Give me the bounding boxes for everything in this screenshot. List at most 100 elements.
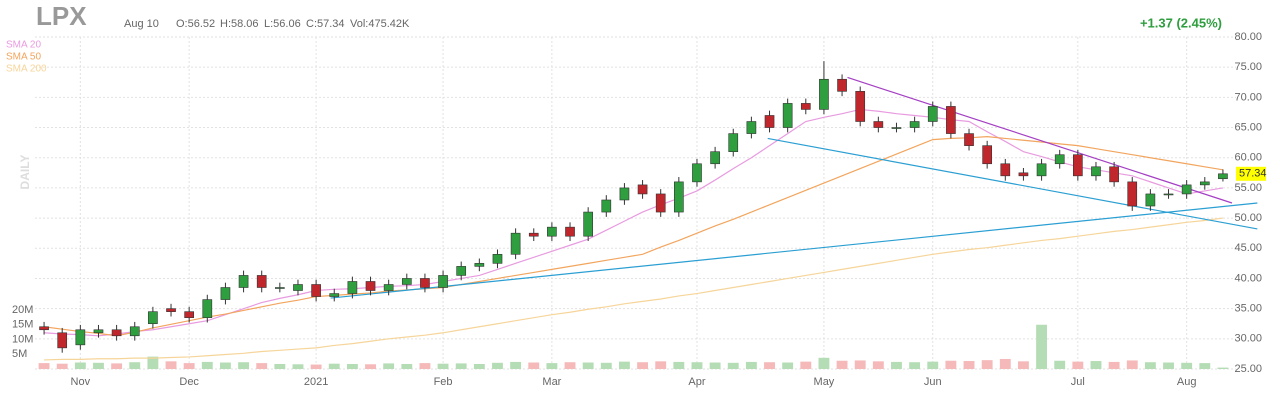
volume-bar: [147, 356, 159, 369]
candle-body: [1181, 184, 1192, 195]
volume-bar: [745, 361, 757, 369]
candle-body: [655, 193, 666, 213]
candle-body: [347, 281, 358, 294]
candle-body: [510, 232, 521, 255]
volume-bar: [256, 363, 268, 369]
y-tick-label: 40.00: [1234, 272, 1262, 284]
trendline: [767, 137, 1258, 230]
volume-bar: [93, 362, 104, 369]
candle-body: [583, 211, 593, 237]
volume-bar: [74, 362, 86, 369]
candle-body: [365, 281, 376, 291]
legend-entry: SMA 200: [6, 64, 47, 75]
candle-body: [565, 226, 575, 237]
volume-bar: [709, 362, 721, 369]
candle-body: [927, 106, 938, 122]
x-tick-label: Jun: [924, 376, 942, 388]
volume-bar: [365, 364, 376, 369]
volume-bar: [836, 360, 848, 369]
candle-body: [148, 311, 158, 325]
candle-body: [601, 199, 612, 213]
volume-bar: [1090, 361, 1102, 369]
y2-tick-label: 10M: [12, 333, 33, 345]
x-tick-label: Nov: [71, 376, 91, 388]
candle-body: [383, 284, 394, 291]
candle-body: [1145, 193, 1156, 207]
volume-bar: [546, 363, 558, 369]
volume-bar: [782, 362, 794, 369]
candle-body: [238, 275, 249, 288]
volume-bar: [564, 362, 576, 369]
volume-bar: [437, 363, 449, 369]
volume-bar: [872, 361, 884, 369]
candle-body: [311, 284, 321, 297]
volume-bar: [383, 363, 395, 369]
volume-bar: [818, 357, 830, 369]
candle-body: [800, 103, 811, 110]
x-tick-label: May: [814, 376, 835, 388]
volume-bar: [1126, 360, 1138, 369]
header-close: C:57.34: [306, 18, 345, 30]
x-tick-label: Jul: [1071, 376, 1085, 388]
volume-bar: [292, 364, 304, 369]
volume-bar: [800, 361, 812, 369]
sma-line: [43, 135, 1224, 337]
volume-bar: [927, 361, 939, 369]
candle-body: [57, 332, 68, 349]
volume-layer: [38, 324, 1229, 369]
candle-body: [438, 275, 448, 288]
y-tick-label: 25.00: [1234, 363, 1262, 375]
candle-body: [764, 115, 775, 128]
volume-bar: [1108, 361, 1120, 369]
volume-bar: [1163, 362, 1174, 369]
candle-body: [166, 308, 176, 312]
header-high: H:58.06: [220, 18, 259, 30]
volume-bar: [1199, 363, 1211, 369]
x-tick-label: Feb: [434, 376, 453, 388]
candle-body: [891, 127, 902, 129]
candle-body: [1109, 166, 1119, 183]
volume-bar: [219, 362, 231, 369]
candle-body: [1018, 172, 1029, 177]
volume-bar: [999, 358, 1011, 369]
sma-line: [44, 217, 1224, 361]
candle-body: [256, 275, 267, 288]
candle-body: [1199, 181, 1210, 186]
candle-body: [401, 278, 412, 285]
candle-body: [129, 326, 140, 337]
label-layer: 25.00 30.00 35.00 40.00 45.00 50.00 55.00 60.00…: [6, 31, 1267, 388]
volume-bar: [528, 362, 540, 369]
volume-bar: [310, 364, 322, 369]
volume-bar: [981, 360, 993, 369]
candle-body: [1163, 193, 1174, 196]
candle-body: [1000, 163, 1011, 177]
candle-body: [1036, 163, 1047, 177]
candle-body: [674, 181, 684, 213]
header-date: Aug 10: [124, 18, 159, 30]
volume-bar: [1072, 361, 1084, 369]
volume-bar: [945, 360, 957, 369]
volume-bar: [510, 361, 522, 369]
volume-bar: [909, 362, 921, 369]
candle-body: [220, 287, 231, 300]
volume-bar: [165, 361, 177, 369]
candle-body: [1127, 181, 1138, 207]
price-tag: [1236, 166, 1266, 181]
volume-bar: [274, 363, 286, 369]
volume-bar: [401, 363, 413, 369]
symbol: LPX: [36, 1, 87, 31]
candle-body: [547, 226, 557, 237]
volume-bar: [238, 362, 250, 369]
volume-bar: [56, 363, 68, 369]
volume-bar: [691, 362, 703, 369]
candle-body: [456, 266, 467, 276]
volume-bar: [1144, 362, 1156, 369]
candle-body: [782, 103, 793, 128]
header-low: L:56.06: [264, 18, 301, 30]
volume-bar: [655, 361, 667, 369]
sma-line: [44, 108, 1224, 337]
y-tick-label: 80.00: [1234, 31, 1262, 43]
candle-body: [202, 299, 213, 318]
volume-bar: [582, 362, 594, 369]
volume-bar: [1181, 362, 1193, 369]
